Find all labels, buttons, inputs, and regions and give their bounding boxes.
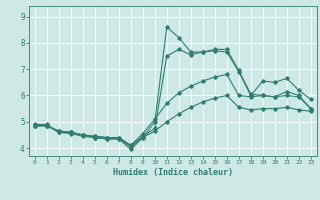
- X-axis label: Humidex (Indice chaleur): Humidex (Indice chaleur): [113, 168, 233, 177]
